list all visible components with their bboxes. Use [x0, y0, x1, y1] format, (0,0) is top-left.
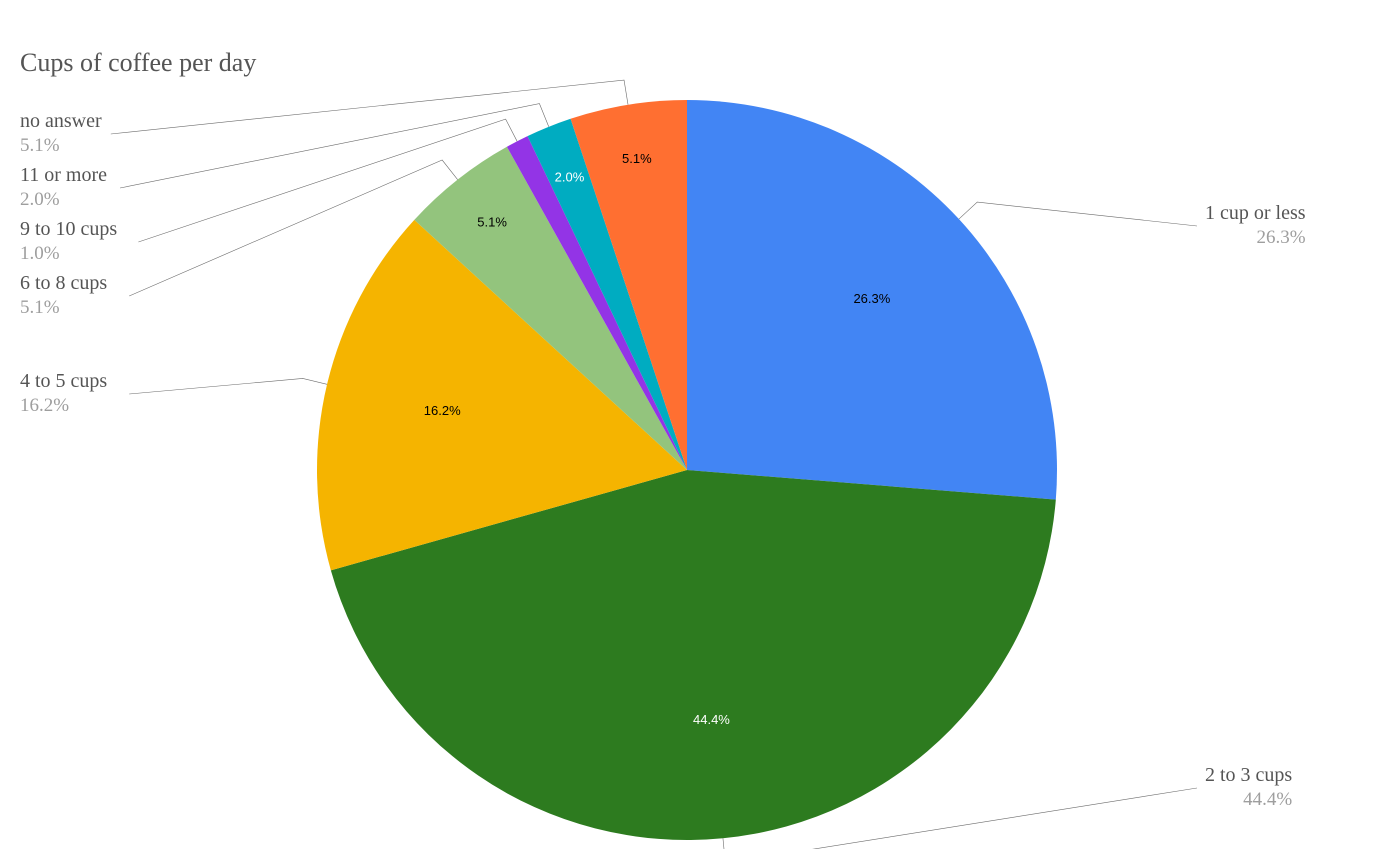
legend-label: 6 to 8 cups — [20, 272, 107, 295]
legend-item: 6 to 8 cups5.1% — [20, 272, 107, 319]
slice-percent-label: 5.1% — [622, 151, 652, 166]
legend-percent: 26.3% — [1205, 227, 1306, 249]
slice-percent-label: 26.3% — [853, 291, 890, 306]
legend-item: 9 to 10 cups1.0% — [20, 218, 117, 265]
leader-line — [129, 378, 327, 394]
legend-label: 2 to 3 cups — [1205, 764, 1292, 787]
legend-percent: 5.1% — [20, 135, 102, 157]
legend-percent: 44.4% — [1205, 789, 1292, 811]
legend-item: 2 to 3 cups44.4% — [1205, 764, 1292, 811]
legend-label: 1 cup or less — [1205, 202, 1306, 225]
legend-label: 9 to 10 cups — [20, 218, 117, 241]
slice-percent-label: 5.1% — [477, 215, 507, 230]
slice-percent-label: 44.4% — [693, 712, 730, 727]
legend-percent: 16.2% — [20, 395, 107, 417]
legend-label: 11 or more — [20, 164, 107, 187]
legend-label: no answer — [20, 110, 102, 133]
leader-line — [111, 80, 628, 134]
slice-percent-label: 16.2% — [424, 403, 461, 418]
pie-svg: 26.3% 44.4% 16.2% 5.1% 2.0% 5.1% — [0, 0, 1373, 849]
legend-percent: 2.0% — [20, 189, 107, 211]
legend-label: 4 to 5 cups — [20, 370, 107, 393]
legend-item: no answer5.1% — [20, 110, 102, 157]
pie-chart-container: Cups of coffee per day 26.3%44.4%16.2%5.… — [0, 0, 1373, 849]
legend-item: 11 or more2.0% — [20, 164, 107, 211]
leader-line — [959, 202, 1197, 226]
pie-holder: 26.3% 44.4% 16.2% 5.1% 2.0% 5.1% — [0, 0, 1373, 849]
legend-percent: 1.0% — [20, 243, 117, 265]
legend-percent: 5.1% — [20, 297, 107, 319]
slice-percent-label: 2.0% — [555, 170, 585, 185]
legend-item: 1 cup or less26.3% — [1205, 202, 1306, 249]
legend-item: 4 to 5 cups16.2% — [20, 370, 107, 417]
